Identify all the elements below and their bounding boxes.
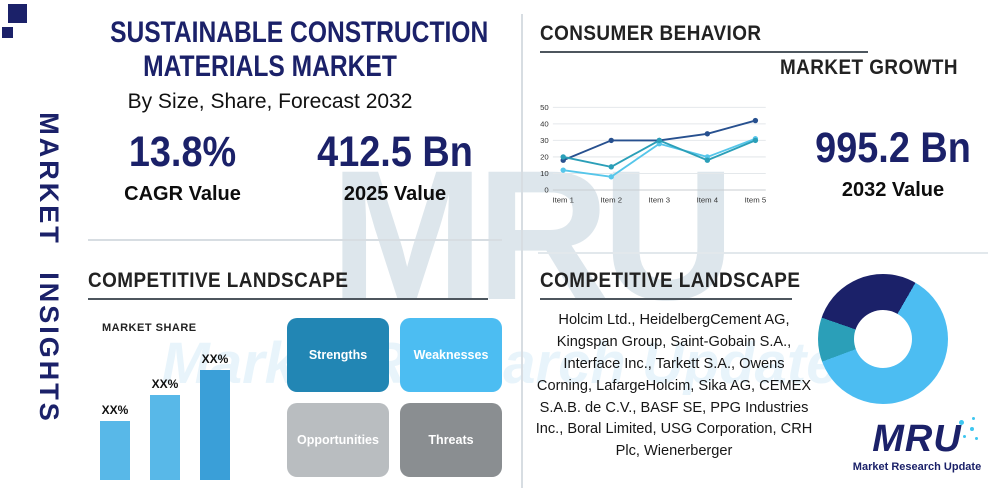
stat-cagr-label: CAGR Value bbox=[124, 183, 241, 205]
brand-logo-caption: Market Research Update bbox=[852, 461, 982, 473]
svg-text:Item 5: Item 5 bbox=[745, 195, 767, 204]
page-title-line1: SUSTAINABLE CONSTRUCTION bbox=[110, 16, 489, 49]
brand-logo: MRU Market Research Update bbox=[843, 417, 991, 473]
bar-value-label: XX% bbox=[101, 403, 129, 417]
svg-text:Item 1: Item 1 bbox=[552, 195, 574, 204]
svg-text:Item 4: Item 4 bbox=[697, 195, 719, 204]
company-list: Holcim Ltd., HeidelbergCement AG, Kingsp… bbox=[535, 312, 813, 460]
svg-text:Item 2: Item 2 bbox=[600, 195, 622, 204]
stat-2032: 995.2 Bn 2032 Value bbox=[793, 124, 993, 202]
bar-value-label: XX% bbox=[201, 352, 229, 366]
stat-2025-value: 412.5 Bn 2025 Value bbox=[300, 128, 490, 206]
decor-square-small bbox=[2, 27, 13, 38]
decor-square-large bbox=[8, 4, 27, 23]
competitive-landscape-left-heading: COMPETITIVE LANDSCAPE bbox=[88, 269, 349, 292]
swot-tile-weaknesses: Weaknesses bbox=[400, 318, 502, 392]
svg-text:50: 50 bbox=[540, 103, 549, 112]
stat-cagr-value: 13.8% bbox=[128, 128, 237, 176]
vertical-rail-label: MARKET INSIGHTS bbox=[34, 112, 64, 424]
vertical-divider bbox=[521, 14, 523, 488]
market-share-bar-chart: XX% XX% XX% bbox=[100, 336, 280, 480]
svg-text:Item 3: Item 3 bbox=[649, 195, 671, 204]
swot-tile-opportunities: Opportunities bbox=[287, 403, 389, 477]
market-share-bar: XX% bbox=[200, 352, 230, 480]
logo-dot-icon bbox=[972, 417, 975, 420]
stat-2025-label: 2025 Value bbox=[343, 183, 447, 205]
svg-text:0: 0 bbox=[544, 186, 548, 195]
svg-text:10: 10 bbox=[540, 169, 549, 178]
market-growth-chart: 0 10 20 30 40 50 Item 1 Item 2 Item 3 Item 4 Item … bbox=[526, 100, 774, 223]
horizontal-divider-right bbox=[538, 252, 988, 254]
swot-tile-threats: Threats bbox=[400, 403, 502, 477]
bar-value-label: XX% bbox=[151, 377, 179, 391]
svg-text:30: 30 bbox=[540, 136, 549, 145]
page-subtitle: By Size, Share, Forecast 2032 bbox=[127, 90, 413, 113]
stat-2025-number: 412.5 Bn bbox=[317, 128, 473, 176]
page-title-line2: MATERIALS MARKET bbox=[143, 50, 397, 83]
donut-hole bbox=[854, 310, 912, 368]
svg-text:40: 40 bbox=[540, 120, 549, 129]
swot-tile-strengths: Strengths bbox=[287, 318, 389, 392]
svg-text:20: 20 bbox=[540, 153, 549, 162]
stat-2032-label: 2032 Value bbox=[841, 179, 945, 201]
company-share-donut-chart bbox=[818, 274, 948, 404]
logo-dot-icon bbox=[975, 437, 978, 440]
market-share-bar: XX% bbox=[100, 403, 130, 480]
consumer-behavior-rule bbox=[540, 51, 868, 53]
market-share-label: MARKET SHARE bbox=[102, 322, 197, 334]
bar-rect bbox=[150, 395, 180, 480]
market-growth-heading: MARKET GROWTH bbox=[779, 56, 958, 79]
competitive-landscape-right-heading: COMPETITIVE LANDSCAPE bbox=[540, 269, 801, 292]
horizontal-divider-left bbox=[88, 239, 502, 241]
logo-dot-icon bbox=[963, 435, 966, 438]
swot-grid: Strengths Weaknesses Opportunities Threats bbox=[287, 318, 502, 477]
logo-dot-icon bbox=[970, 427, 974, 431]
brand-logo-text: MRU bbox=[872, 418, 962, 460]
competitive-landscape-left-rule bbox=[88, 298, 488, 300]
consumer-behavior-heading: CONSUMER BEHAVIOR bbox=[540, 22, 762, 45]
competitive-landscape-right-rule bbox=[540, 298, 792, 300]
stat-2032-number: 995.2 Bn bbox=[815, 124, 971, 172]
line-chart-svg: 0 10 20 30 40 50 Item 1 Item 2 Item 3 Item 4 Item … bbox=[540, 103, 767, 204]
watermark-logo: MRU bbox=[330, 133, 735, 339]
logo-dot-icon bbox=[959, 420, 964, 425]
stat-cagr: 13.8% CAGR Value bbox=[95, 128, 270, 206]
page-title: SUSTAINABLE CONSTRUCTION MATERIALS MARKE… bbox=[75, 16, 489, 84]
market-share-bar: XX% bbox=[150, 377, 180, 480]
bar-rect bbox=[100, 421, 130, 480]
bar-rect bbox=[200, 370, 230, 480]
